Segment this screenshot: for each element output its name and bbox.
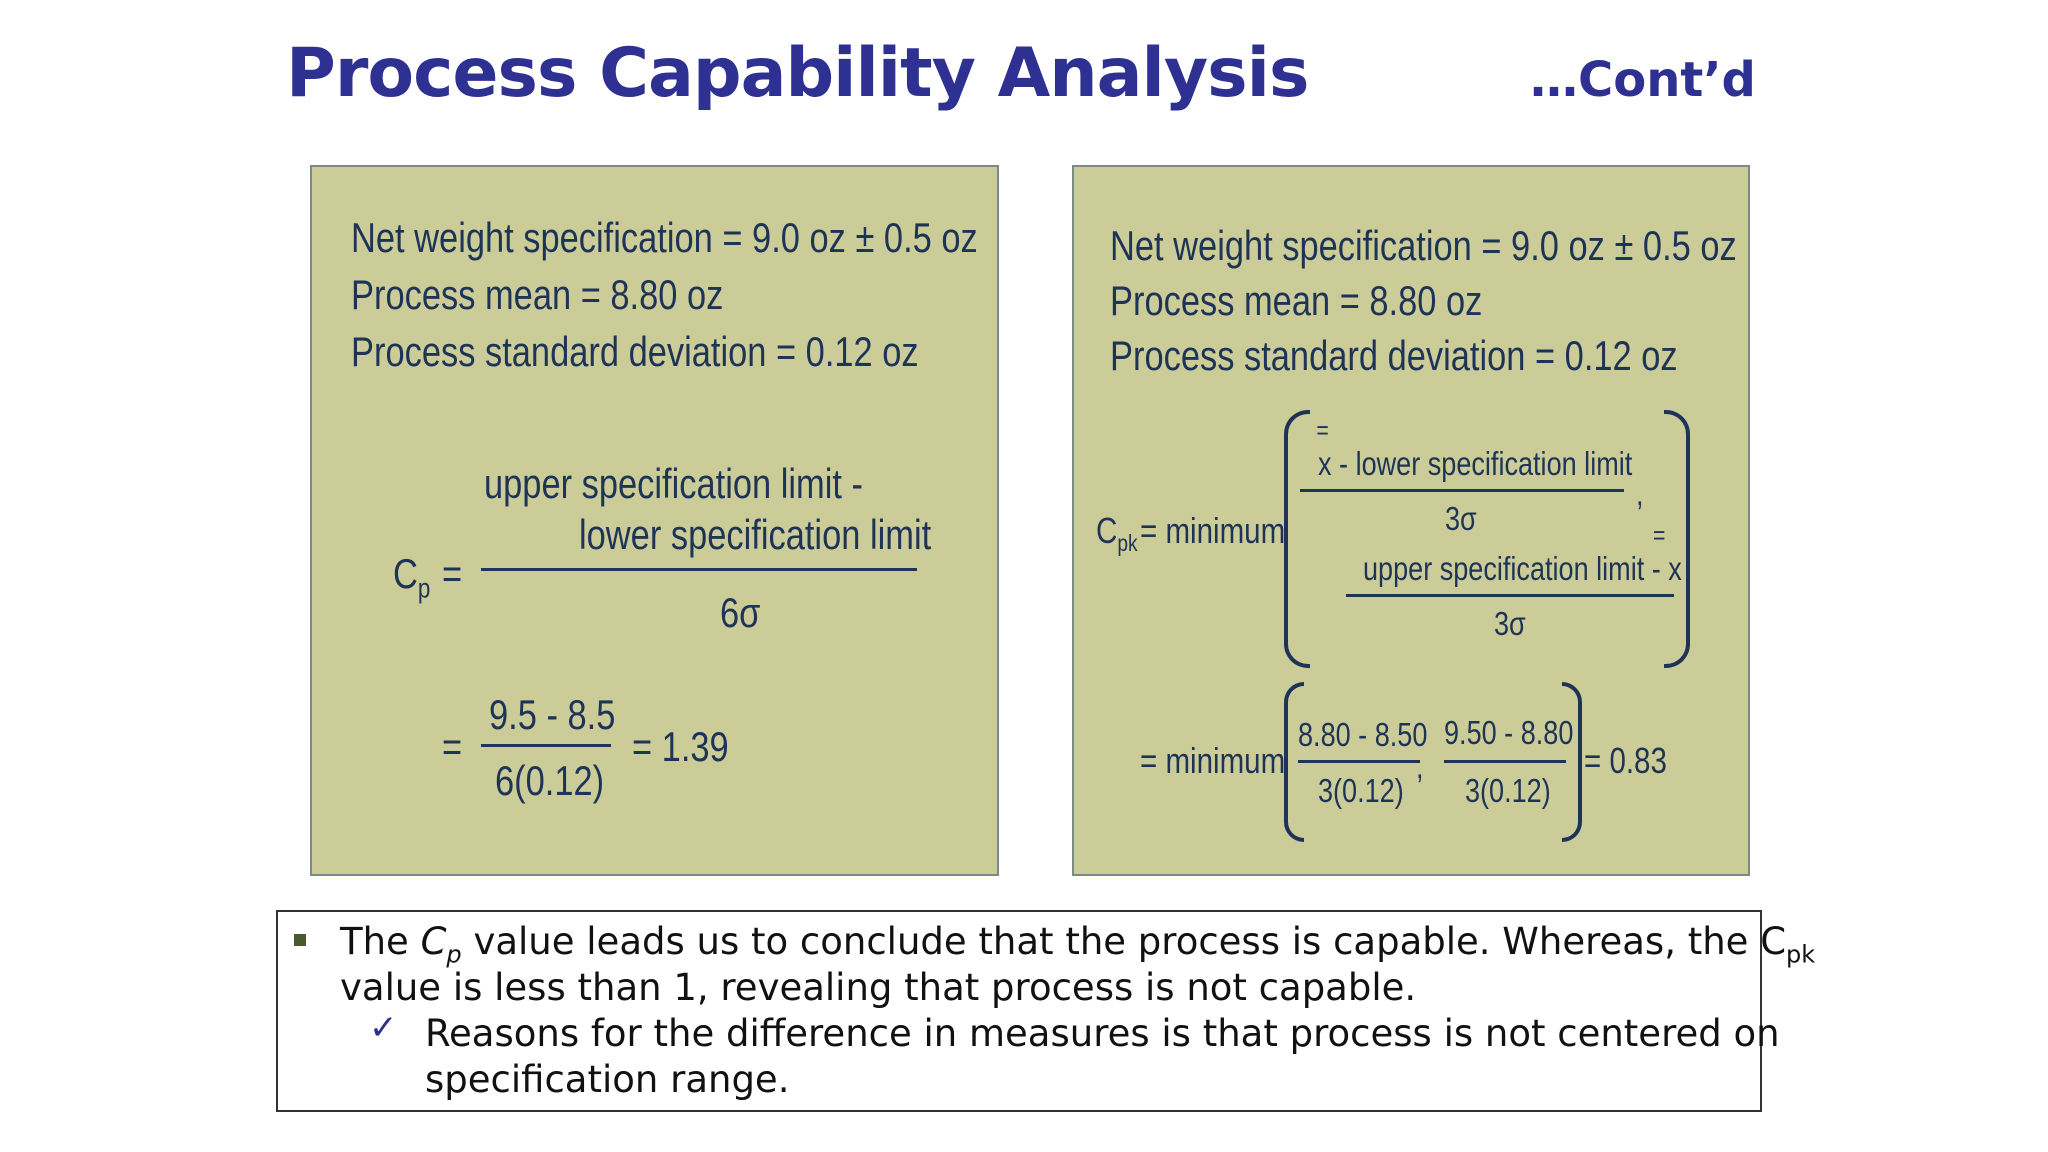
cpk-panel <box>1072 165 1750 876</box>
cpk-calc2-denominator: 3(0.12) <box>1465 772 1551 809</box>
cp-calc-fraction-bar <box>481 744 611 747</box>
cp-panel <box>310 165 999 876</box>
cpk-calc1-numerator: 8.80 - 8.50 <box>1298 716 1428 753</box>
cpk-right-bracket <box>1664 410 1690 668</box>
cpk-frac2-numerator: upper specification limit - x <box>1363 550 1682 587</box>
cpk-calc1-denominator: 3(0.12) <box>1318 772 1404 809</box>
cpk-calc2-numerator: 9.50 - 8.80 <box>1444 714 1574 751</box>
cp-calc-equals: = <box>442 723 463 770</box>
cpk-calc1-bar <box>1298 760 1420 763</box>
reason-line-2: specification range. <box>425 1058 790 1101</box>
cp-calc-denominator: 6(0.12) <box>495 757 605 804</box>
cp-mean-line: Process mean = 8.80 oz <box>351 271 724 318</box>
cpk-left-bracket <box>1284 410 1310 668</box>
cp-sd-line: Process standard deviation = 0.12 oz <box>351 328 919 375</box>
cpk-sd-line: Process standard deviation = 0.12 oz <box>1110 332 1678 379</box>
cp-calc-numerator: 9.5 - 8.5 <box>489 691 616 738</box>
cpk-frac1-denominator: 3σ <box>1445 500 1477 537</box>
cpk-calc-comma: , <box>1416 748 1424 785</box>
cpk-frac2-bar <box>1346 594 1674 597</box>
cp-numerator-line1: upper specification limit - <box>484 460 863 507</box>
cpk-frac1-numerator: x - lower specification limit <box>1316 415 1632 483</box>
conclusion-line-1: The Cp value leads us to conclude that t… <box>340 920 1816 969</box>
checkmark-icon: ✓ <box>369 1008 398 1048</box>
conclusion-box <box>276 910 1762 1112</box>
cpk-frac2-denominator: 3σ <box>1494 605 1526 642</box>
cpk-minimum-label: = minimum <box>1140 510 1286 551</box>
cpk-frac1-bar <box>1300 489 1624 492</box>
slide-title: Process Capability Analysis <box>286 34 1309 113</box>
cp-calc-result: = 1.39 <box>632 723 729 770</box>
cp-symbol: Cp <box>393 550 431 604</box>
cp-denominator: 6σ <box>720 589 761 636</box>
cpk-spec-line: Net weight specification = 9.0 oz ± 0.5 … <box>1110 222 1737 269</box>
cpk-calc-result: = 0.83 <box>1584 740 1667 781</box>
cp-spec-line: Net weight specification = 9.0 oz ± 0.5 … <box>351 214 978 261</box>
cp-fraction-bar <box>481 568 917 571</box>
continued-label: …Cont’d <box>1530 52 1756 108</box>
cpk-frac2-bar-mark: = <box>1653 520 1666 550</box>
cpk-minimum-label-2: = minimum <box>1140 740 1286 781</box>
conclusion-line-2: value is less than 1, revealing that pro… <box>340 966 1417 1009</box>
cpk-symbol: Cpk <box>1096 510 1138 557</box>
cp-equals: = <box>442 550 463 597</box>
cpk-mean-line: Process mean = 8.80 oz <box>1110 277 1483 324</box>
cp-numerator-line2: lower specification limit <box>579 511 932 558</box>
cpk-comma: , <box>1636 475 1644 512</box>
cpk-calc2-bar <box>1444 760 1566 763</box>
reason-line-1: Reasons for the difference in measures i… <box>425 1012 1780 1055</box>
square-bullet-icon <box>294 934 306 946</box>
